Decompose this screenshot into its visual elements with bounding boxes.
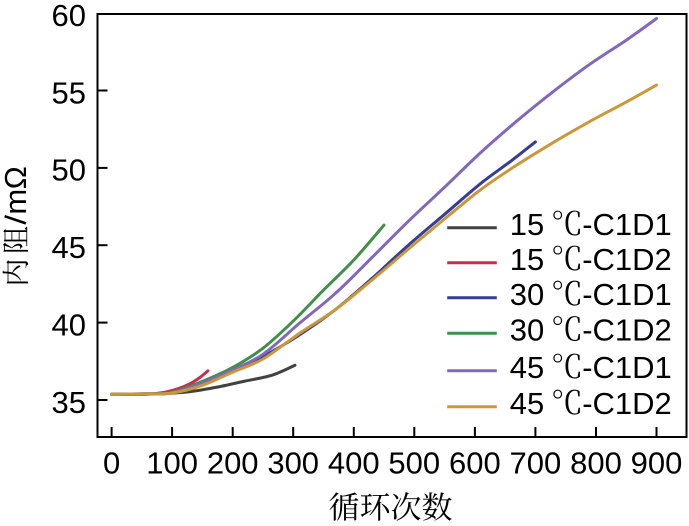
svg-text:55: 55 <box>52 75 86 110</box>
svg-text:35: 35 <box>52 385 86 420</box>
svg-text:400: 400 <box>328 445 380 480</box>
svg-text:30: 30 <box>510 277 544 312</box>
svg-text:45: 45 <box>510 386 544 421</box>
svg-text:40: 40 <box>52 307 86 342</box>
svg-text:m: m <box>0 189 33 215</box>
svg-text:800: 800 <box>570 445 622 480</box>
svg-text:30: 30 <box>510 313 544 348</box>
svg-text:300: 300 <box>267 445 319 480</box>
svg-text:15: 15 <box>510 242 544 277</box>
svg-text:200: 200 <box>207 445 259 480</box>
svg-text:-C1D1: -C1D1 <box>582 207 672 242</box>
svg-text:-C1D1: -C1D1 <box>582 277 672 312</box>
svg-text:600: 600 <box>449 445 501 480</box>
svg-text:700: 700 <box>510 445 562 480</box>
svg-text:-C1D2: -C1D2 <box>582 386 672 421</box>
svg-text:500: 500 <box>388 445 440 480</box>
svg-text:-C1D1: -C1D1 <box>582 350 672 385</box>
svg-text:60: 60 <box>52 0 86 33</box>
svg-text:900: 900 <box>631 445 683 480</box>
svg-text:45: 45 <box>52 230 86 265</box>
svg-text:15: 15 <box>510 207 544 242</box>
svg-text:45: 45 <box>510 350 544 385</box>
svg-text:-C1D2: -C1D2 <box>582 242 672 277</box>
svg-text:100: 100 <box>146 445 198 480</box>
svg-text:Ω: Ω <box>0 166 33 189</box>
svg-text:50: 50 <box>52 153 86 188</box>
svg-text:-C1D2: -C1D2 <box>582 313 672 348</box>
svg-text:0: 0 <box>103 445 120 480</box>
